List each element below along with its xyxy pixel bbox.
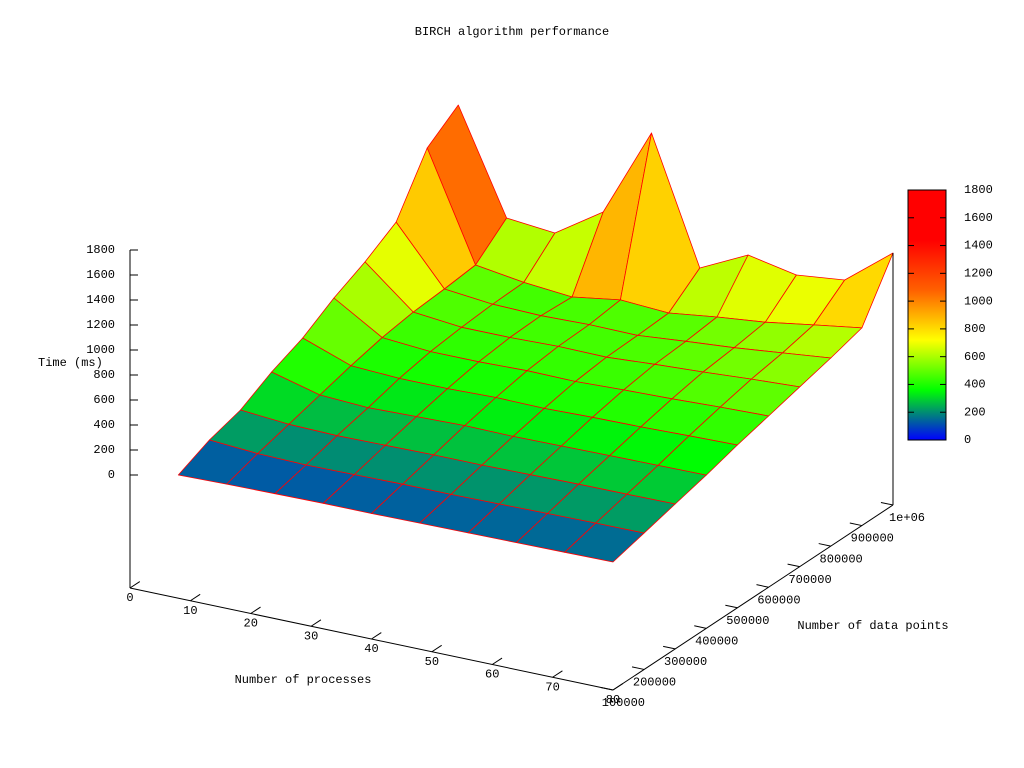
z-tick-label: 600 <box>93 393 115 407</box>
x-tick <box>431 644 442 653</box>
x-tick-label: 10 <box>183 604 197 618</box>
colorbar-tick-label: 1000 <box>964 294 993 308</box>
colorbar-tick-label: 400 <box>964 378 986 392</box>
x-tick <box>190 593 201 602</box>
x-tick <box>491 657 503 665</box>
z-tick-label: 1800 <box>86 243 115 257</box>
colorbar-tick-label: 800 <box>964 322 986 336</box>
y-tick <box>600 686 614 691</box>
y-tick-label: 100000 <box>602 696 645 710</box>
y-tick <box>756 584 769 588</box>
y-tick <box>631 666 645 670</box>
colorbar-tick-label: 200 <box>964 405 986 419</box>
x-tick-label: 60 <box>485 668 499 682</box>
x-tick <box>129 581 141 589</box>
y-tick-label: 400000 <box>695 635 738 649</box>
z-axis-label: Time (ms) <box>38 356 103 370</box>
y-tick-label: 500000 <box>726 614 769 628</box>
z-tick-label: 400 <box>93 418 115 432</box>
z-tick-label: 200 <box>93 443 115 457</box>
z-tick-label: 1400 <box>86 293 115 307</box>
y-tick-label: 300000 <box>664 655 707 669</box>
colorbar-tick-label: 1800 <box>964 183 993 197</box>
x-tick <box>612 683 624 691</box>
chart-title: BIRCH algorithm performance <box>415 25 609 39</box>
z-tick-label: 1000 <box>86 343 115 357</box>
y-tick <box>663 645 676 650</box>
x-tick <box>371 632 382 640</box>
y-tick <box>694 625 707 629</box>
z-tick-label: 1200 <box>86 318 115 332</box>
x-tick-label: 80 <box>606 693 620 707</box>
colorbar: 0 200 400 600 800 1000 1200 1400 1600 1800 <box>907 183 993 447</box>
y-tick <box>818 543 831 547</box>
x-tick-label: 30 <box>304 629 318 643</box>
colorbar-box <box>907 189 947 441</box>
y-tick-label: 700000 <box>788 573 831 587</box>
x-tick-label: 70 <box>545 680 559 694</box>
surface-facet <box>564 522 645 563</box>
colorbar-tick-label: 600 <box>964 350 986 364</box>
colorbar-tick-label: 0 <box>964 433 971 447</box>
x-tick-label: 0 <box>126 591 133 605</box>
x-tick <box>250 606 261 614</box>
colorbar-tick-label: 1600 <box>964 211 993 225</box>
x-tick-label: 20 <box>244 617 258 631</box>
x-axis-label: Number of processes <box>235 673 372 687</box>
y-tick-label: 200000 <box>633 676 676 690</box>
y-tick <box>880 501 894 506</box>
z-tick-label: 1600 <box>86 268 115 282</box>
y-tick-label: 600000 <box>757 593 800 607</box>
y-tick-label: 1e+06 <box>889 511 925 525</box>
colorbar-tick-label: 1200 <box>964 267 993 281</box>
z-tick-label: 0 <box>108 468 115 482</box>
y-tick <box>725 604 738 609</box>
y-tick-label: 800000 <box>820 552 863 566</box>
y-tick <box>787 563 800 568</box>
y-axis-label: Number of data points <box>797 619 948 633</box>
x-tick <box>552 670 563 678</box>
z-tick-label: 800 <box>93 368 115 382</box>
y-tick <box>849 522 862 527</box>
surface <box>177 104 894 563</box>
colorbar-tick-label: 1400 <box>964 239 993 253</box>
x-tick-label: 40 <box>364 642 378 656</box>
y-axis-line <box>612 504 894 691</box>
x-tick <box>310 619 322 627</box>
x-tick-label: 50 <box>425 655 439 669</box>
y-tick-label: 900000 <box>851 532 894 546</box>
